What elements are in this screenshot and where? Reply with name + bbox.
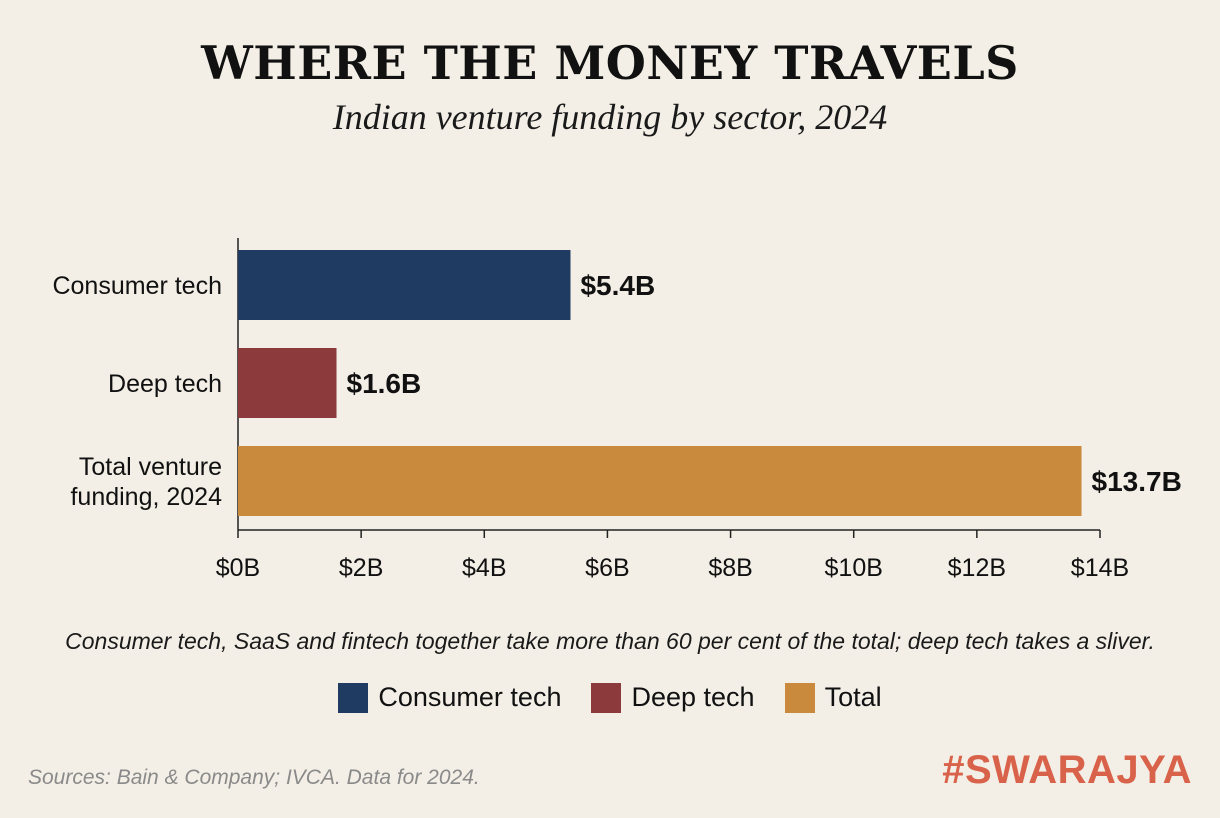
x-tick-label: $4B: [462, 554, 506, 582]
legend-label-total: Total: [824, 682, 882, 712]
x-tick-label: $8B: [708, 554, 752, 582]
bar-deep-tech: [238, 348, 337, 418]
x-tick-label: $12B: [948, 554, 1006, 582]
bar-consumer-tech: [238, 250, 571, 320]
bar-chart: $0B $2B $4B $6B $8B $10B $12B $14B $5.4B Consumer…: [52, 238, 1182, 582]
value-label-total-venture-funding-2024: $13.7B: [1092, 466, 1182, 497]
legend-item-total: Total: [784, 682, 882, 713]
legend: Consumer tech Deep tech Total: [0, 682, 1220, 713]
category-label-deep-tech: Deep tech: [108, 370, 222, 398]
chart-subtitle: Indian venture funding by sector, 2024: [332, 97, 888, 137]
legend-swatch-deep-tech: [591, 682, 622, 713]
x-tick-label: $14B: [1071, 554, 1129, 582]
brand-logo: #SWARAJYA: [942, 748, 1192, 792]
source-note: Sources: Bain & Company; IVCA. Data for …: [28, 766, 480, 789]
x-tick-label: $6B: [585, 554, 629, 582]
legend-item-consumer-tech: Consumer tech: [338, 682, 561, 713]
legend-label-deep-tech: Deep tech: [631, 682, 755, 712]
x-tick-label: $10B: [825, 554, 883, 582]
chart-caption: Consumer tech, SaaS and fintech together…: [65, 628, 1155, 654]
legend-item-deep-tech: Deep tech: [591, 682, 755, 713]
value-label-deep-tech: $1.6B: [347, 368, 422, 399]
x-tick-label: $2B: [339, 554, 383, 582]
bar-total-venture-funding-2024: [238, 446, 1082, 516]
legend-swatch-consumer-tech: [338, 682, 369, 713]
value-label-consumer-tech: $5.4B: [580, 270, 655, 301]
category-label-total-venture-funding-2024: Total venture funding, 2024: [70, 453, 222, 511]
x-tick-label: $0B: [216, 554, 260, 582]
category-label-consumer-tech: Consumer tech: [52, 272, 222, 300]
chart-title: WHERE THE MONEY TRAVELS: [201, 36, 1019, 90]
legend-label-consumer-tech: Consumer tech: [378, 682, 562, 712]
legend-swatch-total: [784, 682, 815, 713]
